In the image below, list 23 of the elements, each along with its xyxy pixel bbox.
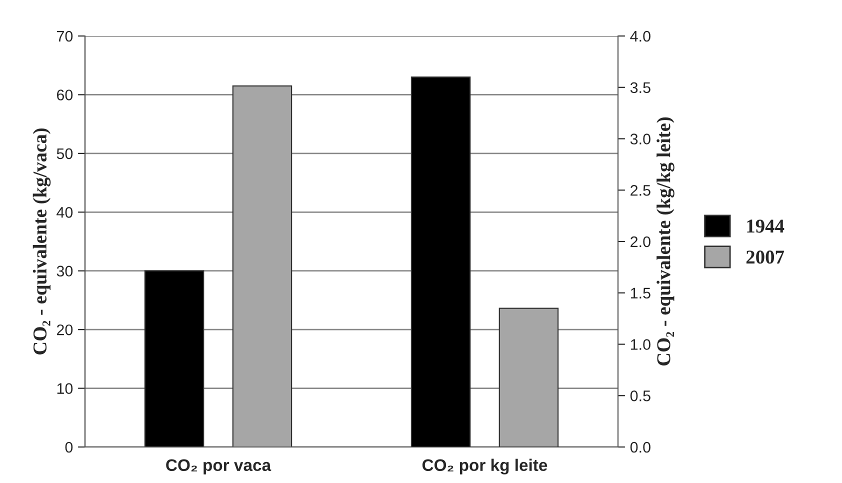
y-axis-title: CO₂ - equivalente (kg/vaca) bbox=[32, 128, 51, 354]
y-tick-label: 70 bbox=[56, 30, 73, 42]
y-tick-label: 40 bbox=[56, 207, 73, 218]
y-tick-label: 10 bbox=[57, 383, 73, 394]
x-tick-label: CO₂ por kg leite bbox=[422, 458, 548, 474]
y2-tick-label: 1.5 bbox=[630, 288, 650, 299]
y2-tick-label: 1.0 bbox=[630, 339, 650, 350]
y2-tick-label: 2.5 bbox=[630, 184, 650, 196]
y-tick-label: 50 bbox=[56, 148, 73, 160]
y2-tick-label: 3.5 bbox=[630, 82, 650, 94]
y2-axis-title: CO₂ - equivalente (kg/kg leite) bbox=[656, 117, 674, 366]
x-tick-label: CO₂ por vaca bbox=[166, 459, 272, 474]
y2-tick-label: 2.0 bbox=[630, 236, 650, 248]
legend-label: 1944 bbox=[747, 220, 784, 233]
y-tick-label: 0 bbox=[65, 442, 73, 453]
y2-tick-label: 4.0 bbox=[630, 30, 650, 42]
y-tick-label: 20 bbox=[56, 324, 73, 336]
y-tick-label: 60 bbox=[56, 90, 73, 100]
y-tick-label: 30 bbox=[56, 266, 73, 277]
y2-tick-label: 0.5 bbox=[630, 390, 650, 402]
y2-tick-label: 3.0 bbox=[630, 134, 650, 144]
y2-tick-label: 0.0 bbox=[630, 442, 650, 453]
legend-label: 2007 bbox=[746, 250, 784, 264]
